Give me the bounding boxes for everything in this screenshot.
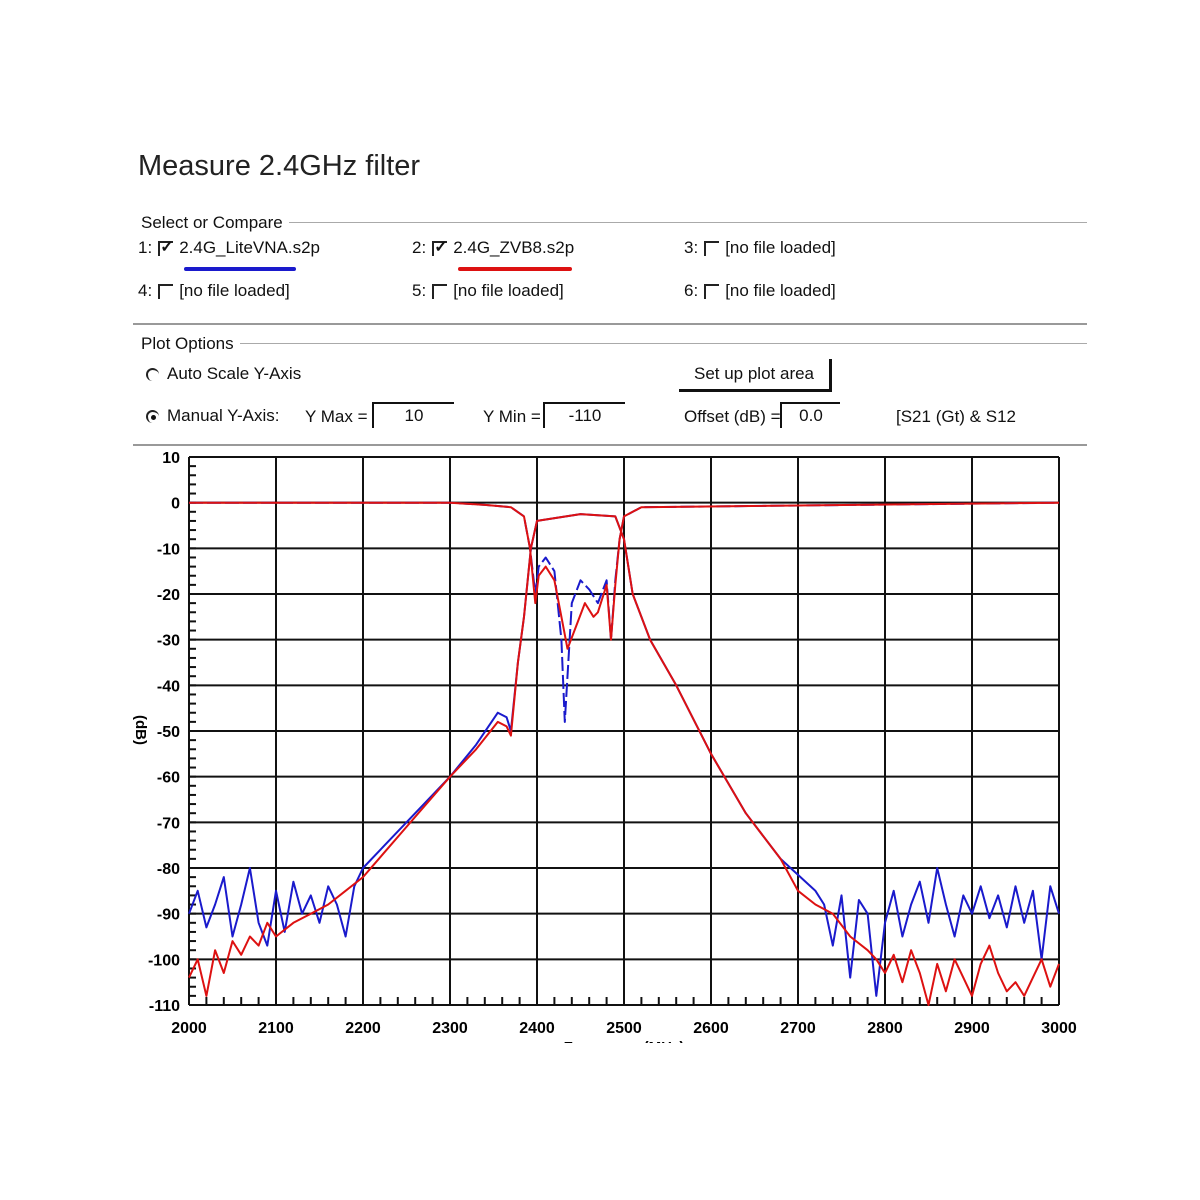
- select-group-border: [133, 222, 1087, 223]
- slot-checkbox[interactable]: [158, 237, 174, 257]
- x-axis-label: Frequency (MHz): [564, 1039, 685, 1056]
- trace-color-swatch-2: [458, 267, 572, 271]
- trace-2: [188, 513, 1060, 1006]
- x-tick-label: 2400: [519, 1020, 555, 1037]
- auto-scale-label: Auto Scale Y-Axis: [167, 364, 302, 383]
- file-slot-1[interactable]: 1: 2.4G_LiteVNA.s2p: [138, 237, 320, 258]
- x-tick-label: 2300: [432, 1020, 468, 1037]
- file-slot-3[interactable]: 3: [no file loaded]: [684, 238, 836, 258]
- y-tick-label: -80: [157, 861, 180, 878]
- x-tick-label: 2800: [867, 1020, 903, 1037]
- slot-file-name: 2.4G_LiteVNA.s2p: [179, 238, 320, 257]
- file-slot-4[interactable]: 4: [no file loaded]: [138, 281, 290, 301]
- y-tick-label: 0: [171, 496, 180, 513]
- x-tick-label: 2600: [693, 1020, 729, 1037]
- radio-circle[interactable]: [146, 409, 159, 423]
- ymin-label: Y Min =: [483, 407, 541, 426]
- y-tick-label: -30: [157, 633, 180, 650]
- ymin-input[interactable]: -110: [543, 402, 625, 428]
- ymax-label: Y Max =: [305, 407, 368, 426]
- slot-file-name: 2.4G_ZVB8.s2p: [453, 238, 575, 257]
- x-tick-label: 2000: [171, 1020, 207, 1037]
- slot-checkbox[interactable]: [432, 237, 448, 257]
- ymax-input[interactable]: 10: [372, 402, 454, 428]
- y-tick-label: -60: [157, 770, 180, 787]
- plot-options-border: [133, 343, 1087, 344]
- x-tick-label: 3000: [1041, 1020, 1077, 1037]
- slot-file-name: [no file loaded]: [725, 281, 836, 300]
- y-tick-label: -70: [157, 815, 180, 832]
- offset-input[interactable]: 0.0: [780, 402, 840, 428]
- radio-circle[interactable]: [146, 367, 159, 381]
- y-tick-label: -90: [157, 907, 180, 924]
- x-tick-label: 2500: [606, 1020, 642, 1037]
- manual-y-axis-radio[interactable]: Manual Y-Axis:: [146, 406, 279, 426]
- x-tick-label: 2900: [954, 1020, 990, 1037]
- y-tick-label: -20: [157, 587, 180, 604]
- s-params-label: [S21 (Gt) & S12: [896, 407, 1016, 426]
- offset-label: Offset (dB) =: [684, 407, 781, 426]
- divider: [133, 444, 1087, 446]
- plot-options-label: Plot Options: [133, 334, 240, 354]
- set-up-plot-area-button[interactable]: Set up plot area: [679, 359, 832, 392]
- slot-checkbox[interactable]: [158, 283, 174, 299]
- slot-file-name: [no file loaded]: [179, 281, 290, 300]
- file-slot-2[interactable]: 2: 2.4G_ZVB8.s2p: [412, 237, 575, 258]
- slot-checkbox[interactable]: [432, 283, 448, 299]
- x-tick-label: 2100: [258, 1020, 294, 1037]
- slot-index: 1:: [138, 238, 153, 257]
- page-title: Measure 2.4GHz filter: [138, 150, 421, 182]
- slot-index: 6:: [684, 281, 699, 300]
- slot-index: 5:: [412, 281, 427, 300]
- slot-file-name: [no file loaded]: [725, 238, 836, 257]
- y-tick-label: 10: [162, 450, 180, 467]
- slot-index: 4:: [138, 281, 153, 300]
- x-tick-label: 2700: [780, 1020, 816, 1037]
- file-slot-5[interactable]: 5: [no file loaded]: [412, 281, 564, 301]
- auto-scale-radio[interactable]: Auto Scale Y-Axis: [146, 364, 301, 384]
- divider: [133, 323, 1087, 325]
- y-tick-label: -10: [157, 541, 180, 558]
- y-tick-label: -50: [157, 724, 180, 741]
- y-axis-label: (dB): [132, 715, 149, 745]
- manual-y-axis-label: Manual Y-Axis:: [167, 406, 280, 425]
- file-slot-6[interactable]: 6: [no file loaded]: [684, 281, 836, 301]
- trace-4: [189, 501, 1060, 650]
- x-tick-label: 2200: [345, 1020, 381, 1037]
- select-group-label: Select or Compare: [133, 213, 289, 233]
- slot-checkbox[interactable]: [704, 283, 720, 299]
- slot-index: 2:: [412, 238, 427, 257]
- y-tick-label: -40: [157, 678, 180, 695]
- slot-file-name: [no file loaded]: [453, 281, 564, 300]
- y-tick-label: -100: [148, 952, 180, 969]
- y-tick-label: -110: [149, 998, 180, 1015]
- slot-index: 3:: [684, 238, 699, 257]
- trace-color-swatch-1: [184, 267, 296, 271]
- slot-checkbox[interactable]: [704, 240, 720, 256]
